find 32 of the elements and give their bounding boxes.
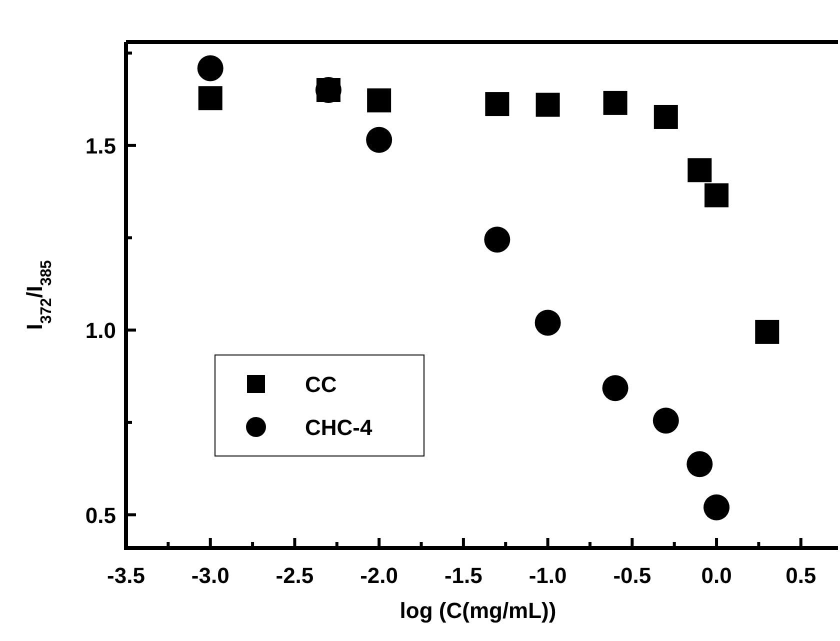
y-tick-label: 1.0 [85, 318, 116, 344]
x-tick-label: -1.0 [528, 563, 567, 588]
point [485, 92, 510, 116]
point [197, 55, 224, 82]
legend-label: CHC-4 [305, 415, 373, 440]
x-axis-title: log (C(mg/mL)) [400, 598, 556, 623]
x-tick-label: -3.5 [107, 563, 145, 588]
point [534, 310, 561, 336]
x-tick-label: 0.0 [701, 563, 732, 588]
x-tick-label: 0.5 [786, 563, 816, 588]
x-tick-label: -1.5 [444, 563, 482, 588]
point [198, 86, 222, 110]
point [654, 104, 678, 129]
point [367, 88, 392, 112]
point [688, 158, 712, 182]
point [755, 320, 780, 344]
point [366, 126, 392, 153]
legend-label: CC [305, 372, 337, 397]
y-tick-label: 1.5 [85, 133, 116, 158]
x-tick-label: -3.0 [191, 563, 230, 588]
x-tick-label: -2.5 [276, 563, 314, 588]
point [602, 375, 628, 402]
point [704, 183, 729, 208]
point [686, 451, 713, 478]
y-tick-label: 0.5 [85, 502, 116, 528]
point [484, 226, 510, 253]
point [704, 494, 730, 520]
x-tick-label: -0.5 [613, 563, 652, 588]
point [603, 90, 628, 115]
point [536, 92, 560, 117]
x-tick-label: -2.0 [360, 563, 398, 588]
point [652, 408, 679, 434]
